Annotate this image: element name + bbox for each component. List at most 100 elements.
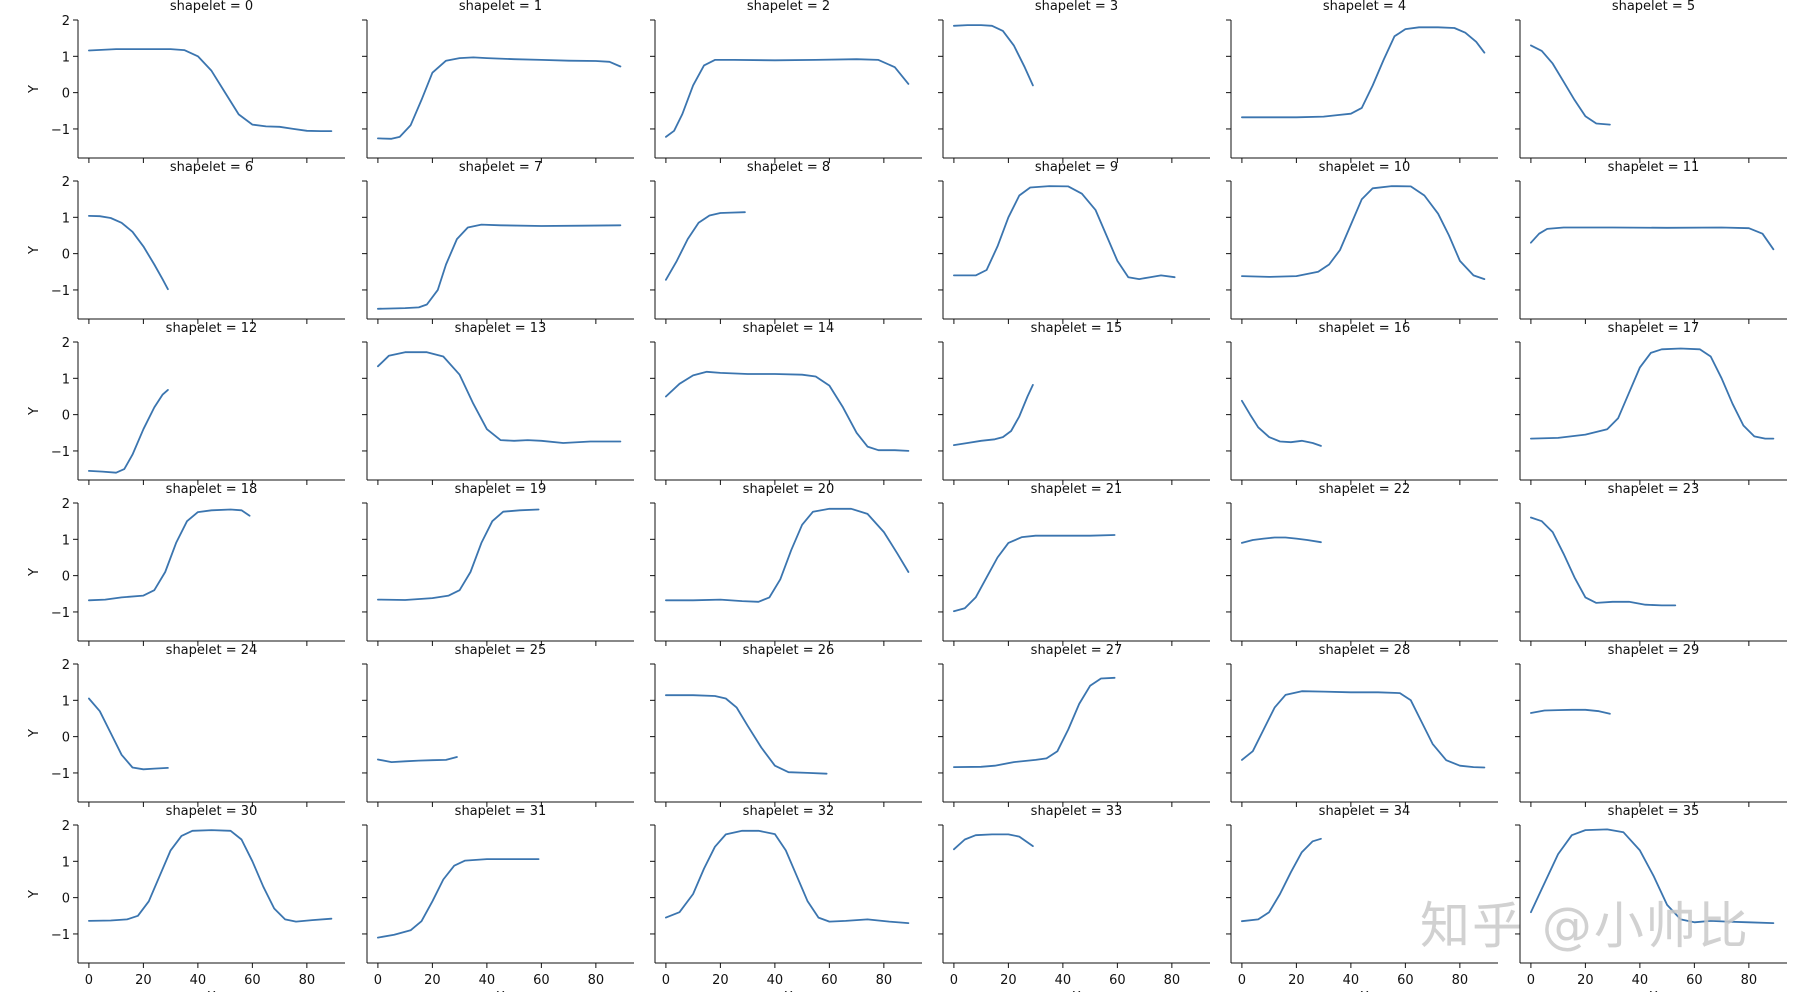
panel-title: shapelet = 23	[1608, 482, 1700, 497]
x-tick-label: 60	[1686, 973, 1703, 988]
panel-title: shapelet = 29	[1608, 643, 1700, 658]
y-tick-label: −1	[51, 928, 70, 943]
series-line	[88, 48, 333, 132]
x-tick-label: 80	[1452, 973, 1469, 988]
x-axis-label: X	[207, 990, 216, 992]
panel-title: shapelet = 4	[1323, 0, 1406, 14]
series-line	[377, 508, 540, 601]
y-tick-label: −1	[51, 767, 70, 782]
panel-title: shapelet = 27	[1031, 643, 1123, 658]
series-line	[665, 507, 910, 603]
x-tick-label: 40	[1343, 973, 1360, 988]
y-tick-label: −1	[51, 445, 70, 460]
x-tick-label: 20	[135, 973, 152, 988]
x-tick-label: 40	[190, 973, 207, 988]
panel-3: shapelet = 3	[938, 0, 1210, 163]
panel-26: shapelet = 26	[650, 643, 922, 807]
x-tick-label: 20	[1577, 973, 1594, 988]
x-tick-label: 20	[424, 973, 441, 988]
x-tick-label: 20	[1288, 973, 1305, 988]
x-tick-label: 20	[1000, 973, 1017, 988]
y-tick-label: −1	[51, 284, 70, 299]
panel-title: shapelet = 22	[1319, 482, 1411, 497]
series-line	[953, 384, 1034, 446]
series-line	[953, 534, 1116, 613]
y-tick-label: −1	[51, 123, 70, 138]
x-tick-label: 60	[1109, 973, 1126, 988]
panel-title: shapelet = 20	[743, 482, 835, 497]
panel-title: shapelet = 26	[743, 643, 835, 658]
panel-19: shapelet = 19	[362, 482, 634, 646]
series-line	[377, 756, 458, 763]
panel-28: shapelet = 28	[1226, 643, 1498, 807]
series-line	[88, 829, 333, 923]
panel-21: shapelet = 21	[938, 482, 1210, 646]
series-line	[88, 215, 169, 291]
y-tick-label: 2	[62, 819, 70, 834]
x-tick-label: 80	[1164, 973, 1181, 988]
panel-title: shapelet = 0	[170, 0, 253, 14]
panel-23: shapelet = 23	[1515, 482, 1787, 646]
series-line	[1241, 185, 1486, 280]
series-line	[953, 24, 1034, 87]
series-line	[88, 508, 251, 602]
panel-4: shapelet = 4	[1226, 0, 1498, 163]
y-tick-label: 1	[62, 211, 70, 226]
x-tick-label: 80	[299, 973, 316, 988]
panel-35: shapelet = 35 0 20 40 60 80 X	[1515, 804, 1787, 992]
panel-18: shapelet = 18 −1 0 1 2 Y	[27, 482, 345, 646]
x-tick-label: 0	[950, 973, 958, 988]
series-line	[1241, 399, 1322, 447]
x-tick-label: 40	[479, 973, 496, 988]
panel-title: shapelet = 13	[455, 321, 547, 336]
y-axis-label: Y	[27, 407, 42, 416]
panel-16: shapelet = 16	[1226, 321, 1498, 485]
x-tick-label: 80	[1741, 973, 1758, 988]
panel-title: shapelet = 8	[747, 160, 830, 175]
y-axis-label: Y	[27, 85, 42, 94]
panel-7: shapelet = 7	[362, 160, 634, 324]
series-line	[665, 370, 910, 452]
series-line	[377, 223, 622, 310]
series-line	[665, 694, 828, 775]
series-line	[665, 211, 746, 281]
x-tick-label: 20	[712, 973, 729, 988]
series-line	[953, 676, 1116, 768]
y-tick-label: 0	[62, 87, 70, 102]
x-tick-label: 40	[1055, 973, 1072, 988]
series-line	[1241, 536, 1322, 544]
x-tick-label: 0	[662, 973, 670, 988]
series-line	[1530, 516, 1677, 607]
panel-0: shapelet = 0 −1 0 1 2 Y	[27, 0, 345, 163]
x-tick-label: 60	[821, 973, 838, 988]
y-axis-label: Y	[27, 729, 42, 738]
y-tick-label: 0	[62, 731, 70, 746]
panel-15: shapelet = 15	[938, 321, 1210, 485]
x-axis-label: X	[784, 990, 793, 992]
panel-8: shapelet = 8	[650, 160, 922, 324]
y-tick-label: 1	[62, 694, 70, 709]
panel-title: shapelet = 12	[166, 321, 258, 336]
y-tick-label: 0	[62, 570, 70, 585]
panel-title: shapelet = 16	[1319, 321, 1411, 336]
x-tick-label: 0	[85, 973, 93, 988]
x-tick-label: 80	[876, 973, 893, 988]
panel-title: shapelet = 1	[459, 0, 542, 14]
panel-11: shapelet = 11	[1515, 160, 1787, 324]
x-tick-label: 60	[1397, 973, 1414, 988]
y-axis-label: Y	[27, 890, 42, 899]
panel-title: shapelet = 14	[743, 321, 835, 336]
series-line	[88, 389, 169, 474]
series-line	[953, 833, 1034, 851]
series-line	[377, 56, 622, 140]
y-tick-label: 1	[62, 855, 70, 870]
y-axis-label: Y	[27, 246, 42, 255]
series-line	[1530, 44, 1611, 126]
series-line	[88, 697, 169, 771]
x-tick-label: 0	[374, 973, 382, 988]
y-tick-label: 1	[62, 50, 70, 65]
x-axis-label: X	[1072, 990, 1081, 992]
panel-14: shapelet = 14	[650, 321, 922, 485]
panel-9: shapelet = 9	[938, 160, 1210, 324]
